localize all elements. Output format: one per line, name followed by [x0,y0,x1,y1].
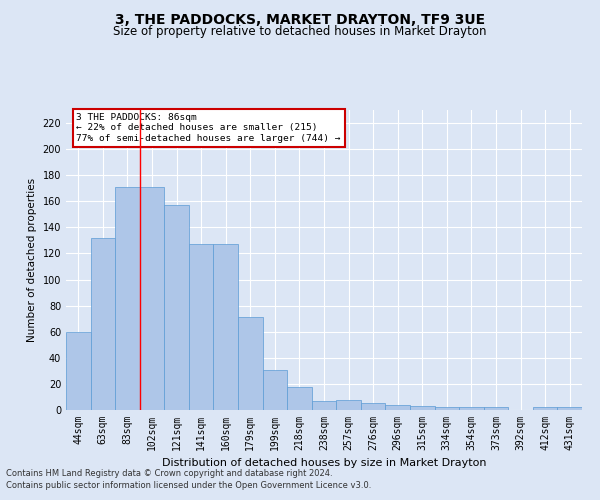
Text: 3 THE PADDOCKS: 86sqm
← 22% of detached houses are smaller (215)
77% of semi-det: 3 THE PADDOCKS: 86sqm ← 22% of detached … [76,113,341,143]
Bar [533,408,557,410]
Text: Contains public sector information licensed under the Open Government Licence v3: Contains public sector information licen… [6,481,371,490]
Bar [238,318,263,410]
Bar [66,332,91,410]
Bar [189,244,214,410]
Text: 3, THE PADDOCKS, MARKET DRAYTON, TF9 3UE: 3, THE PADDOCKS, MARKET DRAYTON, TF9 3UE [115,12,485,26]
Bar [263,370,287,410]
Bar [164,205,189,410]
Bar [214,244,238,410]
Bar [91,238,115,410]
Bar [459,408,484,410]
Bar [140,187,164,410]
X-axis label: Distribution of detached houses by size in Market Drayton: Distribution of detached houses by size … [162,458,486,468]
Bar [115,187,140,410]
Bar [312,401,336,410]
Bar [484,408,508,410]
Bar [336,400,361,410]
Bar [361,404,385,410]
Text: Size of property relative to detached houses in Market Drayton: Size of property relative to detached ho… [113,25,487,38]
Bar [385,405,410,410]
Y-axis label: Number of detached properties: Number of detached properties [27,178,37,342]
Bar [434,408,459,410]
Bar [410,406,434,410]
Bar [557,408,582,410]
Text: Contains HM Land Registry data © Crown copyright and database right 2024.: Contains HM Land Registry data © Crown c… [6,468,332,477]
Bar [287,386,312,410]
